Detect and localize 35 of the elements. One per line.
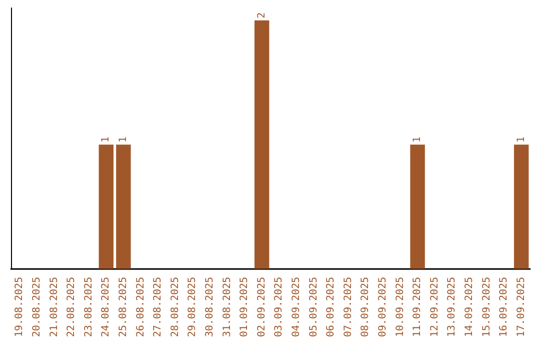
x-tick-label: 24.08.2025 bbox=[100, 276, 112, 338]
x-tick-label: 17.09.2025 bbox=[516, 276, 527, 338]
x-tick-label: 07.09.2025 bbox=[342, 276, 354, 338]
data-label: 1 bbox=[516, 136, 527, 143]
x-tick-label: 01.09.2025 bbox=[239, 276, 250, 338]
x-tick-label: 29.08.2025 bbox=[187, 276, 198, 338]
x-tick-label: 26.08.2025 bbox=[135, 276, 146, 338]
x-tick-label: 09.09.2025 bbox=[377, 276, 388, 338]
x-tick-label: 31.08.2025 bbox=[222, 276, 233, 338]
x-tick-label: 08.09.2025 bbox=[360, 276, 372, 338]
data-label: 1 bbox=[100, 136, 112, 143]
x-tick-label: 19.08.2025 bbox=[14, 276, 26, 338]
x-tick-label: 30.08.2025 bbox=[204, 276, 216, 338]
x-tick-label: 11.09.2025 bbox=[412, 276, 424, 338]
x-tick-label: 27.08.2025 bbox=[152, 276, 164, 338]
data-label: 1 bbox=[118, 136, 129, 143]
data-label: 2 bbox=[256, 12, 268, 18]
x-tick-label: 13.09.2025 bbox=[446, 276, 458, 338]
x-tick-label: 02.09.2025 bbox=[256, 276, 268, 338]
x-tick-label: 23.08.2025 bbox=[83, 276, 94, 338]
x-tick-label: 06.09.2025 bbox=[326, 276, 337, 338]
x-tick-label: 22.08.2025 bbox=[66, 276, 78, 338]
x-tick-label: 12.09.2025 bbox=[429, 276, 440, 338]
x-tick-label: 20.08.2025 bbox=[31, 276, 42, 338]
x-tick-label: 15.09.2025 bbox=[481, 276, 492, 338]
x-tick-label: 21.08.2025 bbox=[48, 276, 60, 338]
x-tick-label: 10.09.2025 bbox=[394, 276, 406, 338]
x-tick-label: 28.08.2025 bbox=[170, 276, 181, 338]
x-tick-label: 05.09.2025 bbox=[308, 276, 320, 338]
data-label: 1 bbox=[412, 136, 424, 143]
x-tick-label: 25.08.2025 bbox=[118, 276, 129, 338]
x-tick-label: 16.09.2025 bbox=[498, 276, 510, 338]
x-tick-label: 03.09.2025 bbox=[274, 276, 285, 338]
x-tick-label: 14.09.2025 bbox=[464, 276, 475, 338]
x-tick-label: 04.09.2025 bbox=[290, 276, 302, 338]
